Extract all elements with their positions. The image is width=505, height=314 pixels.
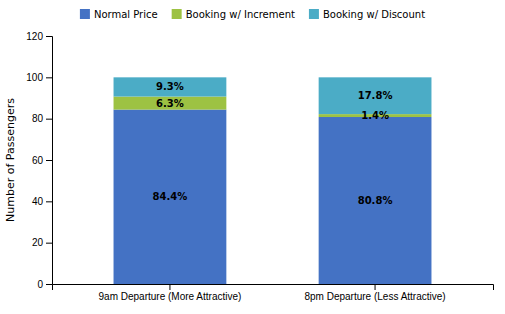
- data-label: 6.3%: [156, 98, 184, 109]
- data-label: 17.8%: [358, 90, 393, 101]
- y-axis-line: [46, 37, 53, 285]
- y-tick-mark: [46, 119, 52, 120]
- data-label: 84.4%: [153, 191, 188, 202]
- y-tick-label: 80: [32, 113, 44, 124]
- legend-label: Normal Price: [94, 9, 158, 20]
- y-tick: 80: [32, 113, 52, 124]
- legend-label: Booking w/ Discount: [323, 9, 425, 20]
- x-tick-mark: [375, 284, 376, 290]
- x-axis-line: [53, 285, 494, 291]
- y-tick: 0: [37, 279, 52, 290]
- legend-swatch: [309, 9, 319, 19]
- y-tick-label: 0: [37, 279, 43, 290]
- y-tick-label: 100: [26, 72, 43, 83]
- x-tick-label: 8pm Departure (Less Attractive): [304, 291, 445, 302]
- x-tick-label: 9am Departure (More Attractive): [99, 291, 242, 302]
- legend-item: Booking w/ Discount: [309, 9, 425, 20]
- y-tick: 100: [26, 72, 52, 83]
- x-tick: 9am Departure (More Attractive): [99, 284, 242, 302]
- x-axis: 9am Departure (More Attractive) 8pm Depar…: [53, 284, 494, 302]
- plot: 84.4% 80.8% 6.3% 1.4% 9.3% 17.8% 0 20 40 60 80 100 1…: [26, 31, 493, 302]
- legend-swatch: [172, 9, 182, 19]
- y-tick-label: 20: [32, 237, 44, 248]
- legend-swatch: [80, 9, 90, 19]
- y-tick-label: 60: [32, 155, 44, 166]
- x-tick-mark: [169, 284, 170, 290]
- data-labels: 84.4% 80.8% 6.3% 1.4% 9.3% 17.8%: [153, 81, 393, 206]
- bar-segment: [319, 117, 432, 284]
- data-label: 80.8%: [358, 195, 393, 206]
- y-tick-mark: [46, 77, 52, 78]
- legend: Normal Price Booking w/ Increment Booking …: [80, 9, 425, 20]
- y-tick-mark: [46, 160, 52, 161]
- bar-segment: [114, 110, 227, 284]
- y-axis: 0 20 40 60 80 100 120: [26, 31, 52, 290]
- bar-segment: [319, 77, 432, 114]
- y-tick: 120: [26, 31, 52, 42]
- legend-label: Booking w/ Increment: [186, 9, 295, 20]
- y-tick-mark: [46, 243, 52, 244]
- data-label: 1.4%: [361, 110, 389, 121]
- y-tick-mark: [46, 284, 52, 285]
- bars: [114, 77, 432, 284]
- y-tick: 40: [32, 196, 52, 207]
- y-tick-mark: [46, 36, 52, 37]
- y-tick: 60: [32, 155, 52, 166]
- bar-segment: [114, 97, 227, 110]
- y-tick-mark: [46, 201, 52, 202]
- legend-item: Booking w/ Increment: [172, 9, 295, 20]
- y-tick: 20: [32, 237, 52, 248]
- y-axis-label: Number of Passengers: [4, 98, 17, 222]
- data-label: 9.3%: [156, 81, 184, 92]
- x-tick: 8pm Departure (Less Attractive): [304, 284, 445, 302]
- legend-item: Normal Price: [80, 9, 158, 20]
- bar-segment: [114, 77, 227, 96]
- y-tick-label: 120: [26, 31, 43, 42]
- chart: 84.4% 80.8% 6.3% 1.4% 9.3% 17.8% 0 20 40 60 80 100 1…: [0, 0, 505, 314]
- y-tick-label: 40: [32, 196, 44, 207]
